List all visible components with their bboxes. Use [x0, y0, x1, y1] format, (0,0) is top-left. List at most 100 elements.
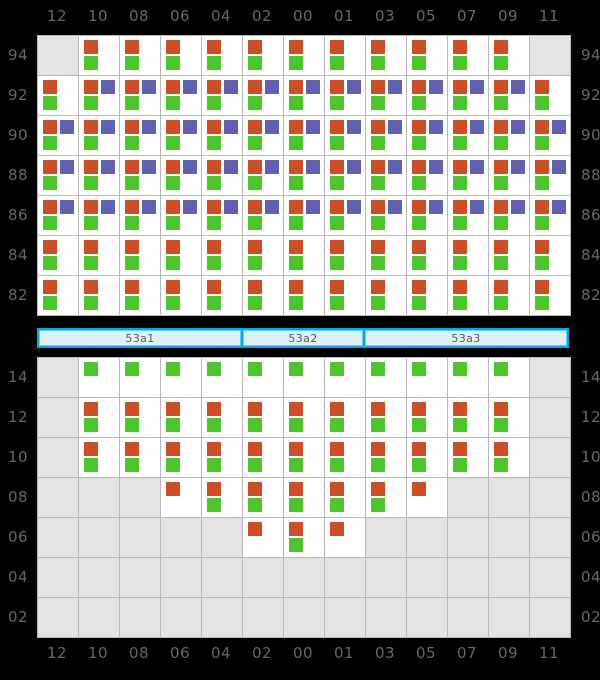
seat-cell-94-07[interactable]: [448, 36, 488, 75]
seat-cell-92-02[interactable]: [243, 76, 283, 115]
seat-cell-84-07[interactable]: [448, 236, 488, 275]
seat-cell-92-07[interactable]: [448, 76, 488, 115]
section-track-bar[interactable]: 53a1 53a2 53a3: [37, 328, 569, 348]
seat-cell-82-09[interactable]: [489, 276, 529, 315]
seat-cell-14-04[interactable]: [202, 358, 242, 397]
seat-cell-90-02[interactable]: [243, 116, 283, 155]
seat-cell-82-11[interactable]: [530, 276, 570, 315]
seat-cell-82-03[interactable]: [366, 276, 406, 315]
seat-cell-86-12[interactable]: [38, 196, 78, 235]
seat-cell-90-04[interactable]: [202, 116, 242, 155]
seat-cell-08-03[interactable]: [366, 478, 406, 517]
seat-cell-86-08[interactable]: [120, 196, 160, 235]
seat-cell-88-03[interactable]: [366, 156, 406, 195]
section-segment-53a2[interactable]: 53a2: [243, 330, 363, 346]
seat-cell-94-01[interactable]: [325, 36, 365, 75]
seat-cell-92-05[interactable]: [407, 76, 447, 115]
seat-cell-10-04[interactable]: [202, 438, 242, 477]
seat-cell-94-05[interactable]: [407, 36, 447, 75]
seat-cell-88-01[interactable]: [325, 156, 365, 195]
seat-cell-90-08[interactable]: [120, 116, 160, 155]
seat-cell-90-03[interactable]: [366, 116, 406, 155]
seat-cell-90-07[interactable]: [448, 116, 488, 155]
seat-cell-82-07[interactable]: [448, 276, 488, 315]
seat-cell-84-03[interactable]: [366, 236, 406, 275]
seat-cell-14-00[interactable]: [284, 358, 324, 397]
seat-cell-94-00[interactable]: [284, 36, 324, 75]
seat-cell-10-10[interactable]: [79, 438, 119, 477]
seat-cell-92-08[interactable]: [120, 76, 160, 115]
seat-cell-94-06[interactable]: [161, 36, 201, 75]
seat-cell-86-01[interactable]: [325, 196, 365, 235]
seat-cell-90-12[interactable]: [38, 116, 78, 155]
seat-cell-84-01[interactable]: [325, 236, 365, 275]
seat-cell-14-09[interactable]: [489, 358, 529, 397]
seat-cell-92-04[interactable]: [202, 76, 242, 115]
seat-cell-10-00[interactable]: [284, 438, 324, 477]
seat-cell-12-06[interactable]: [161, 398, 201, 437]
seat-cell-82-00[interactable]: [284, 276, 324, 315]
seat-cell-90-06[interactable]: [161, 116, 201, 155]
seat-cell-92-12[interactable]: [38, 76, 78, 115]
seat-cell-82-02[interactable]: [243, 276, 283, 315]
upper-seat-grid[interactable]: [37, 35, 571, 316]
seat-cell-10-07[interactable]: [448, 438, 488, 477]
seat-cell-92-03[interactable]: [366, 76, 406, 115]
seat-cell-06-00[interactable]: [284, 518, 324, 557]
seat-cell-86-05[interactable]: [407, 196, 447, 235]
seat-cell-90-09[interactable]: [489, 116, 529, 155]
seat-cell-88-04[interactable]: [202, 156, 242, 195]
seat-cell-10-09[interactable]: [489, 438, 529, 477]
seat-cell-12-01[interactable]: [325, 398, 365, 437]
seat-cell-88-02[interactable]: [243, 156, 283, 195]
seat-cell-10-03[interactable]: [366, 438, 406, 477]
seat-cell-92-10[interactable]: [79, 76, 119, 115]
seat-cell-12-03[interactable]: [366, 398, 406, 437]
seat-cell-12-05[interactable]: [407, 398, 447, 437]
seat-cell-90-00[interactable]: [284, 116, 324, 155]
seat-cell-08-02[interactable]: [243, 478, 283, 517]
seat-cell-82-08[interactable]: [120, 276, 160, 315]
seat-cell-92-01[interactable]: [325, 76, 365, 115]
seat-cell-08-00[interactable]: [284, 478, 324, 517]
seat-cell-94-02[interactable]: [243, 36, 283, 75]
seat-cell-90-11[interactable]: [530, 116, 570, 155]
seat-cell-90-01[interactable]: [325, 116, 365, 155]
section-segment-53a1[interactable]: 53a1: [39, 330, 241, 346]
seat-cell-90-05[interactable]: [407, 116, 447, 155]
seat-cell-86-00[interactable]: [284, 196, 324, 235]
seat-cell-14-05[interactable]: [407, 358, 447, 397]
seat-cell-88-09[interactable]: [489, 156, 529, 195]
seat-cell-82-10[interactable]: [79, 276, 119, 315]
seat-cell-88-12[interactable]: [38, 156, 78, 195]
seat-cell-14-10[interactable]: [79, 358, 119, 397]
seat-cell-88-00[interactable]: [284, 156, 324, 195]
seat-cell-06-01[interactable]: [325, 518, 365, 557]
seat-cell-84-04[interactable]: [202, 236, 242, 275]
seat-cell-14-08[interactable]: [120, 358, 160, 397]
seat-cell-84-10[interactable]: [79, 236, 119, 275]
seat-cell-14-02[interactable]: [243, 358, 283, 397]
seat-cell-12-02[interactable]: [243, 398, 283, 437]
seat-cell-12-08[interactable]: [120, 398, 160, 437]
seat-cell-86-07[interactable]: [448, 196, 488, 235]
seat-cell-10-08[interactable]: [120, 438, 160, 477]
seat-cell-12-10[interactable]: [79, 398, 119, 437]
seat-cell-86-03[interactable]: [366, 196, 406, 235]
lower-seat-grid[interactable]: [37, 357, 571, 638]
seat-cell-82-06[interactable]: [161, 276, 201, 315]
seat-cell-10-01[interactable]: [325, 438, 365, 477]
seat-cell-08-06[interactable]: [161, 478, 201, 517]
seat-cell-14-01[interactable]: [325, 358, 365, 397]
seat-cell-12-09[interactable]: [489, 398, 529, 437]
seat-cell-10-02[interactable]: [243, 438, 283, 477]
seat-cell-92-11[interactable]: [530, 76, 570, 115]
seat-cell-08-05[interactable]: [407, 478, 447, 517]
seat-cell-94-08[interactable]: [120, 36, 160, 75]
seat-cell-82-12[interactable]: [38, 276, 78, 315]
seat-cell-90-10[interactable]: [79, 116, 119, 155]
seat-cell-88-05[interactable]: [407, 156, 447, 195]
seat-cell-12-00[interactable]: [284, 398, 324, 437]
seat-cell-92-06[interactable]: [161, 76, 201, 115]
seat-cell-84-12[interactable]: [38, 236, 78, 275]
